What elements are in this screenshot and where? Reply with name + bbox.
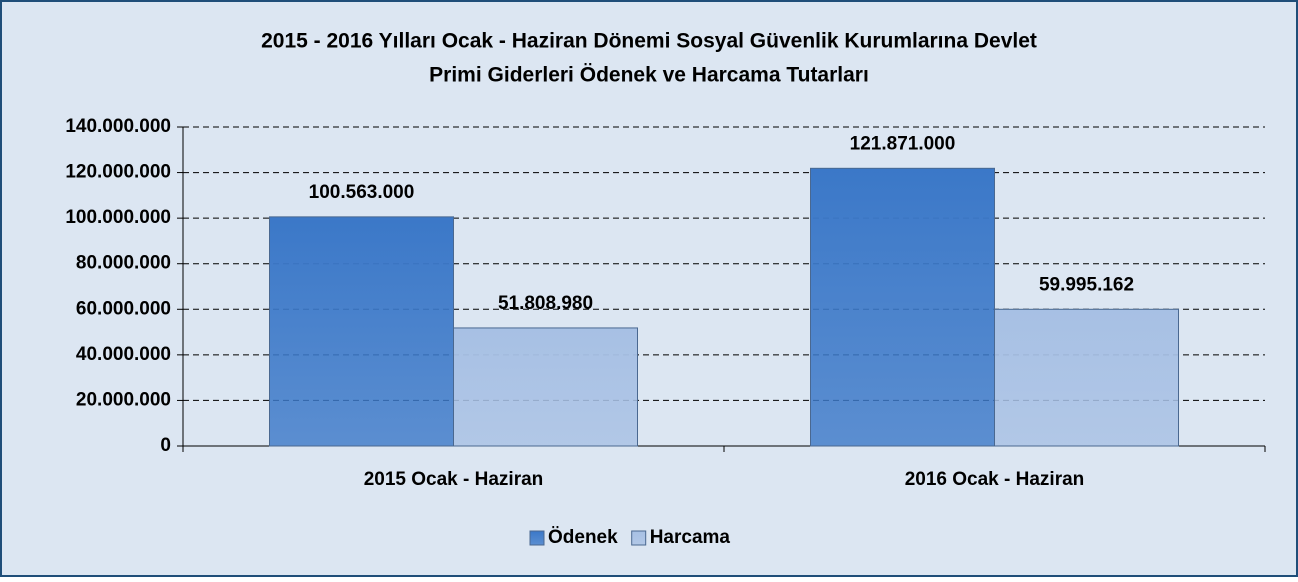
legend-label: Harcama xyxy=(650,527,731,548)
y-tick-label: 0 xyxy=(160,435,171,456)
legend-label: Ödenek xyxy=(548,527,618,548)
legend-swatch xyxy=(529,530,545,546)
value-label: 59.995.162 xyxy=(1039,274,1134,295)
x-tick-label: 2015 Ocak - Haziran xyxy=(364,469,544,490)
chart-title: Primi Giderleri Ödenek ve Harcama Tutarl… xyxy=(429,64,869,87)
x-tick-label: 2016 Ocak - Haziran xyxy=(905,469,1085,490)
bar xyxy=(453,327,638,447)
bar xyxy=(994,308,1179,447)
bar xyxy=(269,216,454,447)
bar xyxy=(810,167,995,447)
legend-swatch xyxy=(631,530,647,546)
chart-title: 2015 - 2016 Yılları Ocak - Haziran Dönem… xyxy=(261,30,1037,53)
y-tick-label: 20.000.000 xyxy=(76,389,171,410)
y-tick-label: 140.000.000 xyxy=(65,116,171,137)
y-tick-label: 40.000.000 xyxy=(76,344,171,365)
value-label: 121.871.000 xyxy=(850,133,956,154)
y-tick-label: 100.000.000 xyxy=(65,207,171,228)
y-tick-label: 120.000.000 xyxy=(65,162,171,183)
y-tick-label: 80.000.000 xyxy=(76,253,171,274)
value-label: 51.808.980 xyxy=(498,293,593,314)
y-tick-label: 60.000.000 xyxy=(76,298,171,319)
value-label: 100.563.000 xyxy=(309,182,415,203)
